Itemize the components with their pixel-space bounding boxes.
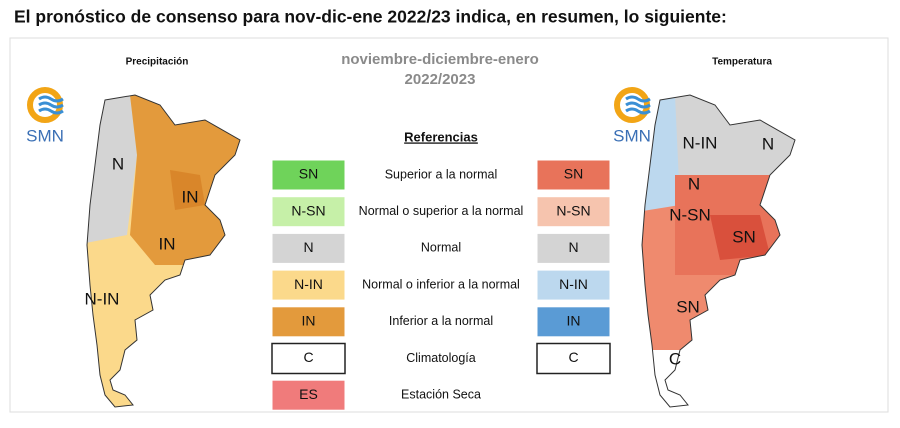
region-label: IN <box>182 187 199 206</box>
region-label: C <box>669 349 681 368</box>
legend-swatch <box>536 306 611 338</box>
legend-description: Normal <box>421 241 461 255</box>
region-label: N-SN <box>669 205 711 224</box>
legend-description: Normal o superior a la normal <box>359 204 524 218</box>
region-labels: N IN IN N-IN N-IN N N N-SN SN SN C <box>85 133 775 368</box>
region-label: SN <box>732 227 756 246</box>
legend-swatch <box>536 342 611 375</box>
region-label: IN <box>159 234 176 253</box>
legend-code: N-SN <box>291 202 325 218</box>
legend-code: N <box>568 239 578 255</box>
map-title: Temperatura <box>712 57 772 68</box>
region-label: N-IN <box>85 289 120 308</box>
logo-text: SMN <box>613 126 651 145</box>
legend-code: N <box>303 239 313 255</box>
legend-code: ES <box>299 386 318 402</box>
map <box>86 94 241 408</box>
legend-code: N-SN <box>556 202 590 218</box>
page-title: El pronóstico de consenso para nov-dic-e… <box>14 7 727 27</box>
region-label: N-IN <box>683 133 718 152</box>
legend-code: SN <box>299 166 318 182</box>
period-title: noviembre-diciembre-enero <box>341 51 539 68</box>
region-label: N <box>762 134 774 153</box>
logo-text: SMN <box>26 126 64 145</box>
legend-swatch <box>271 379 346 411</box>
legend-swatch <box>271 196 346 228</box>
legend-code: IN <box>302 313 316 329</box>
region-label: SN <box>676 297 700 316</box>
legend-swatch <box>536 232 611 264</box>
map-title: Precipitación <box>126 57 189 68</box>
legend-code: N-IN <box>294 276 323 292</box>
legend-swatch <box>536 269 611 301</box>
legend-description: Climatología <box>406 351 476 365</box>
legend-code: IN <box>567 313 581 329</box>
legend-description: Superior a la normal <box>385 167 498 181</box>
legend-swatch <box>271 232 346 264</box>
legend-code: C <box>568 349 578 365</box>
legend-code: C <box>303 349 313 365</box>
legend-description: Normal o inferior a la normal <box>362 277 520 291</box>
legend-swatch <box>536 159 611 191</box>
legend-description: Estación Seca <box>401 387 481 401</box>
legend: SN Superior a la normal SN N-SN Normal o sup… <box>271 159 611 411</box>
legend-title: Referencias <box>404 129 478 144</box>
legend-code: N-IN <box>559 276 588 292</box>
period-year: 2022/2023 <box>405 71 476 88</box>
panel <box>9 37 889 413</box>
legend-description: Inferior a la normal <box>389 314 493 328</box>
region-label: N <box>112 154 124 173</box>
legend-swatch <box>271 342 346 375</box>
logo <box>617 90 650 120</box>
logo <box>30 90 63 120</box>
legend-swatch <box>271 269 346 301</box>
legend-swatch <box>271 306 346 338</box>
region-label: N <box>688 174 700 193</box>
legend-swatch <box>536 196 611 228</box>
legend-code: SN <box>564 166 583 182</box>
legend-swatch <box>271 159 346 191</box>
